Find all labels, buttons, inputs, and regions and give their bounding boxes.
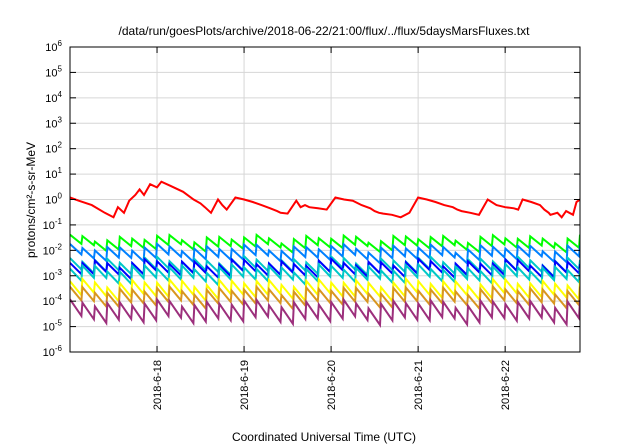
y-tick-label: 10-3 bbox=[43, 268, 63, 283]
series-line bbox=[70, 241, 580, 266]
series-line bbox=[70, 232, 580, 255]
y-tick-label: 104 bbox=[45, 90, 62, 105]
y-tick-label: 100 bbox=[45, 192, 62, 207]
x-tick-label: 2018-6-18 bbox=[152, 360, 164, 410]
y-tick-label: 10-2 bbox=[43, 242, 63, 257]
series-line bbox=[70, 284, 580, 312]
y-tick-label: 101 bbox=[45, 166, 62, 181]
x-tick-label: 2018-6-19 bbox=[239, 360, 251, 410]
y-tick-label: 105 bbox=[45, 64, 62, 79]
series-group bbox=[70, 180, 580, 328]
y-axis-label-text: protons/cm²-s-sr-MeV bbox=[24, 142, 38, 258]
series-line bbox=[70, 296, 580, 328]
series-line bbox=[70, 180, 580, 219]
y-tick-labels: 10-6 10-5 10-4 10-3 10-2 10-1 100 101 102 103 104 1… bbox=[43, 39, 580, 359]
y-tick-label: 10-5 bbox=[43, 319, 63, 334]
x-tick-labels: 2018-6-18 2018-6-19 2018-6-20 2018-6-21 2018… bbox=[152, 47, 512, 410]
series-line bbox=[70, 261, 580, 288]
x-tick-label: 2018-6-22 bbox=[500, 360, 512, 410]
x-tick-label: 2018-6-21 bbox=[413, 360, 425, 410]
y-tick-label: 10-6 bbox=[43, 344, 63, 359]
y-tick-label: 106 bbox=[45, 39, 62, 54]
x-tick-label: 2018-6-20 bbox=[326, 360, 338, 410]
chart-title: /data/run/goesPlots/archive/2018-06-22/2… bbox=[119, 24, 531, 38]
y-tick-label: 102 bbox=[45, 141, 62, 156]
y-tick-label: 10-1 bbox=[43, 217, 63, 232]
y-tick-label: 103 bbox=[45, 115, 62, 130]
x-axis-label: Coordinated Universal Time (UTC) bbox=[232, 430, 416, 444]
y-tick-label: 10-4 bbox=[43, 293, 63, 308]
y-axis-label: protons/cm²-s-sr-MeV bbox=[24, 142, 38, 258]
